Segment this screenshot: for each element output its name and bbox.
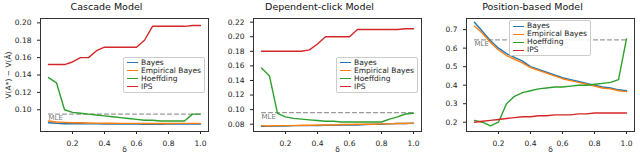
svg-text:0.22: 0.22 [228,18,245,27]
svg-text:MLE: MLE [475,40,489,48]
html-text:Position-based Model: Position-based Model [482,1,583,12]
html-text:Bayes: Bayes [354,57,377,67]
svg-text:0.2: 0.2 [280,139,292,148]
svg-text:0.4: 0.4 [312,139,324,148]
html-text:Hoeffding: Hoeffding [141,73,178,83]
svg-text:0.6: 0.6 [557,139,569,148]
svg-text:0.10: 0.10 [228,105,245,114]
svg-text:0.20: 0.20 [15,18,32,27]
svg-text:0.7: 0.7 [446,25,458,34]
svg-text:δ: δ [335,145,340,153]
svg-text:0.5: 0.5 [446,62,458,71]
html-text:IPS: IPS [141,81,153,91]
svg-text:0.14: 0.14 [228,76,245,85]
html-text:IPS: IPS [527,45,539,54]
svg-text:0.6: 0.6 [446,44,458,53]
svg-text:0.4: 0.4 [525,139,537,148]
html-text:Empirical Bayes: Empirical Bayes [354,65,414,75]
svg-text:δ: δ [548,145,553,153]
svg-text:0.10: 0.10 [15,105,32,114]
svg-text:0.08: 0.08 [228,120,245,129]
svg-text:0.18: 0.18 [15,36,32,45]
svg-text:0.12: 0.12 [15,88,32,97]
svg-text:0.16: 0.16 [15,53,32,62]
html-text:Empirical Bayes: Empirical Bayes [527,29,587,38]
svg-text:0.16: 0.16 [228,61,245,70]
svg-text:0.2: 0.2 [67,139,79,148]
svg-text:V(A*) − V(Â): V(A*) − V(Â) [4,51,13,98]
svg-text:1.0: 1.0 [621,139,633,148]
html-text:Bayes: Bayes [527,21,550,30]
html-text:Hoeffding: Hoeffding [354,73,391,83]
html-text:Cascade Model: Cascade Model [70,1,143,12]
svg-text:1.0: 1.0 [195,139,207,148]
svg-text:0.18: 0.18 [228,47,245,56]
svg-text:0.14: 0.14 [15,70,32,79]
svg-text:0.3: 0.3 [446,99,458,108]
svg-text:0.6: 0.6 [131,139,143,148]
html-text:Hoeffding: Hoeffding [527,37,564,46]
svg-text:0.6: 0.6 [344,139,356,148]
svg-text:MLE: MLE [262,113,276,121]
html-text:Bayes: Bayes [141,57,164,67]
svg-text:0.4: 0.4 [99,139,111,148]
html-text:Dependent-click Model: Dependent-click Model [265,1,374,12]
svg-text:δ: δ [122,145,127,153]
svg-text:0.8: 0.8 [589,139,601,148]
svg-text:MLE: MLE [48,114,63,123]
svg-text:0.4: 0.4 [446,81,458,90]
svg-text:0.8: 0.8 [376,139,388,148]
svg-text:0.12: 0.12 [228,90,245,99]
svg-text:0.2: 0.2 [493,139,505,148]
svg-text:0.2: 0.2 [446,118,458,127]
svg-text:0.8: 0.8 [163,139,175,148]
html-text:IPS: IPS [354,81,366,91]
svg-text:0.20: 0.20 [228,32,245,41]
html-text:Empirical Bayes: Empirical Bayes [141,65,201,75]
svg-text:1.0: 1.0 [408,139,420,148]
